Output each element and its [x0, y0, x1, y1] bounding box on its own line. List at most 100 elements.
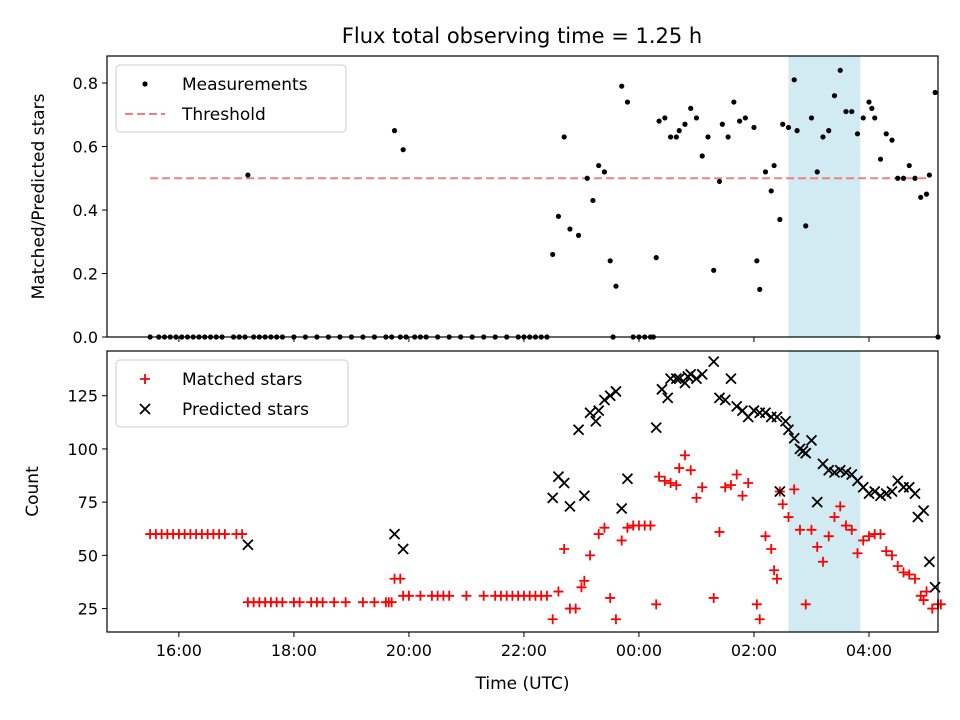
matched-star-point [708, 592, 719, 603]
y-tick-label: 0.6 [73, 137, 98, 156]
matched-star-point [553, 586, 564, 597]
matched-star-point [570, 603, 581, 614]
predicted-star-point [397, 543, 409, 555]
measurement-point [757, 286, 763, 292]
measurement-point [575, 232, 582, 238]
predicted-star-point [811, 496, 823, 508]
matched-star-point [858, 535, 869, 546]
chart-title: Flux total observing time = 1.25 h [342, 24, 702, 48]
matched-star-point [743, 477, 754, 488]
matched-star-point [777, 499, 788, 510]
measurement-point [771, 162, 777, 169]
measurement-point [814, 169, 820, 175]
matched-star-point [852, 548, 863, 559]
predicted-star-point [564, 500, 576, 513]
legend-predicted-marker [139, 403, 151, 415]
axes-frame [106, 350, 939, 633]
matched-star-point [317, 597, 328, 608]
predicted-star-point [923, 556, 936, 568]
predicted-star-point [731, 400, 743, 412]
y-axis-label: Matched/Predicted stars [29, 93, 49, 299]
matched-star-point [616, 535, 627, 546]
measurement-point [866, 99, 872, 105]
matched-star-point [645, 520, 656, 531]
measurement-point [837, 67, 843, 73]
y-tick-label: 50 [78, 546, 98, 565]
legend: Measurements Threshold [115, 64, 347, 133]
matched-star-point [714, 526, 725, 537]
predicted-star-point [800, 447, 812, 459]
predicted-star-point [572, 424, 585, 436]
matched-star-point [904, 569, 915, 580]
predicted-star-point [578, 490, 590, 502]
y-tick-label: 0.4 [73, 201, 98, 220]
measurement-point [400, 147, 406, 153]
measurement-point [754, 258, 760, 264]
matched-star-point [559, 543, 570, 554]
predicted-star-point [590, 415, 602, 427]
matched-star-point [720, 482, 731, 493]
matched-star-point [823, 531, 834, 542]
predicted-star-point [547, 492, 559, 504]
matched-star-point [395, 573, 406, 584]
measurement-point [808, 115, 815, 121]
measurement-point [895, 175, 901, 181]
legend-box [115, 359, 349, 428]
measurement-point [662, 115, 668, 121]
x-axis-label: Time (UTC) [475, 674, 570, 694]
measurement-point [653, 255, 659, 261]
matched-star-point [898, 567, 909, 578]
measurement-point [716, 178, 723, 185]
predicted-star-point [616, 502, 628, 515]
measurement-point [791, 77, 797, 83]
measurement-point [567, 226, 573, 232]
measurement-point [820, 134, 826, 140]
matched-star-point [357, 597, 368, 608]
measurement-point [860, 115, 866, 121]
predicted-star-point [593, 404, 605, 417]
predicted-star-point [690, 373, 703, 385]
matched-star-point [846, 524, 857, 535]
predicted-star-point [662, 392, 674, 404]
predicted-star-point [708, 356, 720, 368]
matched-star-point [599, 522, 610, 533]
matched-star-point [881, 546, 892, 557]
measurement-point [742, 115, 748, 121]
legend-box [115, 64, 347, 133]
predicted-star-point [725, 373, 737, 385]
measurement-point [550, 251, 556, 258]
measurement-point [693, 115, 700, 121]
predicted-star-point [388, 528, 401, 540]
matched-star-point [863, 531, 874, 542]
matched-star-point [789, 484, 800, 495]
matched-star-point [679, 450, 690, 461]
matched-star-point [461, 590, 472, 601]
measurement-point [869, 105, 875, 111]
measurement-point [711, 267, 717, 273]
matched-star-point [671, 480, 682, 491]
predicted-star-point [909, 487, 921, 500]
measurement-point [926, 172, 932, 178]
matched-star-point [541, 590, 552, 601]
measurement-point [596, 162, 602, 169]
y-tick-label: 125 [67, 387, 98, 406]
matched-star-point [674, 463, 685, 474]
matched-star-point [651, 599, 662, 610]
measurement-point [736, 118, 743, 124]
measurement-point [584, 175, 590, 181]
predicted-star-point [598, 394, 611, 406]
predicted-star-point [917, 505, 930, 517]
legend-measurement-marker [142, 81, 148, 87]
measurement-point [912, 175, 918, 181]
measurement-point [725, 134, 731, 140]
matched-star-point [892, 561, 903, 572]
predicted-star-point [805, 434, 818, 447]
matched-star-point [478, 590, 489, 601]
matched-star-point [369, 597, 380, 608]
matched-star-point [886, 550, 897, 561]
measurement-point [667, 134, 674, 140]
measurement-point [676, 128, 682, 134]
matched-star-point [277, 597, 288, 608]
measurement-point [656, 118, 662, 124]
